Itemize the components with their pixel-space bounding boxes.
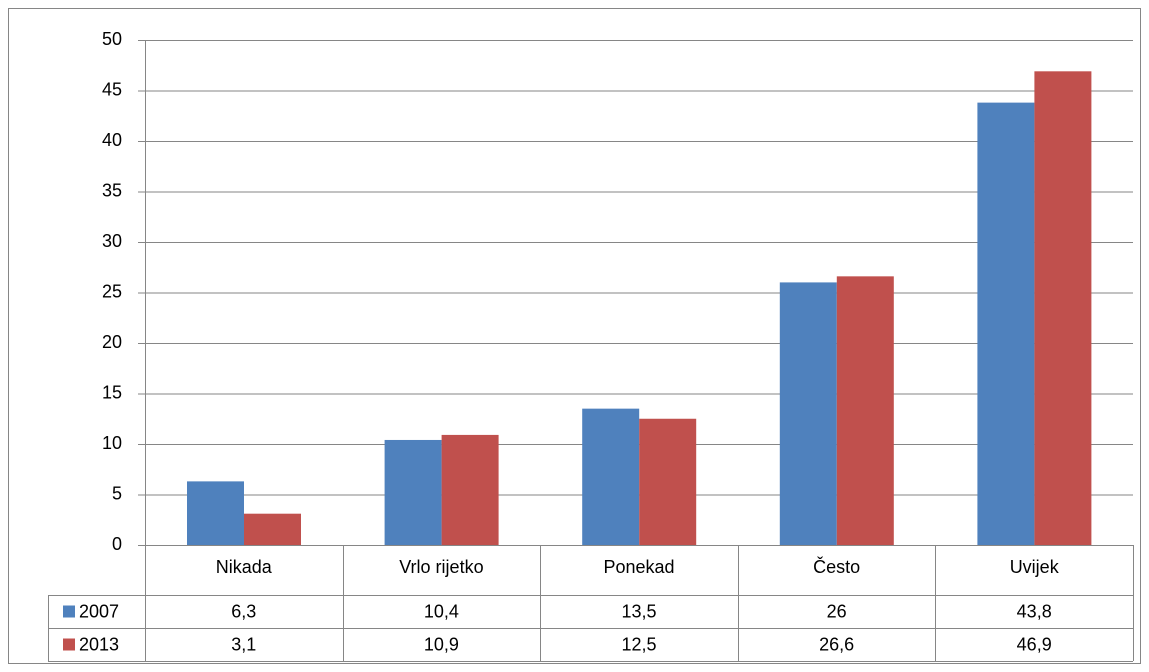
x-tick-label: Često xyxy=(813,556,860,577)
y-tick-label: 30 xyxy=(102,231,122,251)
chart-frame xyxy=(8,8,1141,664)
bar xyxy=(977,102,1035,546)
data-label: 6,3 xyxy=(231,601,256,621)
bar xyxy=(582,408,640,545)
data-label: 43,8 xyxy=(1017,601,1052,621)
data-label: 10,9 xyxy=(424,634,459,654)
x-tick-label: Uvijek xyxy=(1010,557,1060,577)
bar xyxy=(244,513,301,545)
data-label: 10,4 xyxy=(424,601,459,621)
legend-key xyxy=(63,605,75,618)
y-tick-label: 0 xyxy=(112,534,122,554)
bar xyxy=(1034,71,1092,545)
bar xyxy=(384,439,442,545)
x-tick-label: Ponekad xyxy=(603,557,674,577)
data-label: 26 xyxy=(827,601,847,621)
bar xyxy=(441,434,499,545)
data-label: 26,6 xyxy=(819,634,854,654)
y-tick-label: 45 xyxy=(102,79,122,99)
y-tick-label: 25 xyxy=(102,281,122,301)
legend-label: 2013 xyxy=(79,634,119,654)
y-tick-label: 10 xyxy=(102,433,122,453)
bar xyxy=(639,418,697,545)
y-tick-label: 20 xyxy=(102,332,122,352)
data-label: 3,1 xyxy=(231,634,256,654)
y-tick-label: 5 xyxy=(112,483,122,503)
y-tick-label: 15 xyxy=(102,382,122,402)
bar xyxy=(187,481,244,545)
data-label: 46,9 xyxy=(1017,634,1052,654)
data-label: 12,5 xyxy=(621,634,656,654)
y-tick-label: 35 xyxy=(102,180,122,200)
bar xyxy=(779,282,837,545)
legend-label: 2007 xyxy=(79,601,119,621)
y-tick-label: 50 xyxy=(102,29,122,49)
y-tick-label: 40 xyxy=(102,130,122,150)
bar xyxy=(836,276,894,545)
x-tick-label: Vrlo rijetko xyxy=(399,557,483,577)
x-tick-label: Nikada xyxy=(216,557,273,577)
legend-key xyxy=(63,638,75,651)
data-label: 13,5 xyxy=(621,601,656,621)
